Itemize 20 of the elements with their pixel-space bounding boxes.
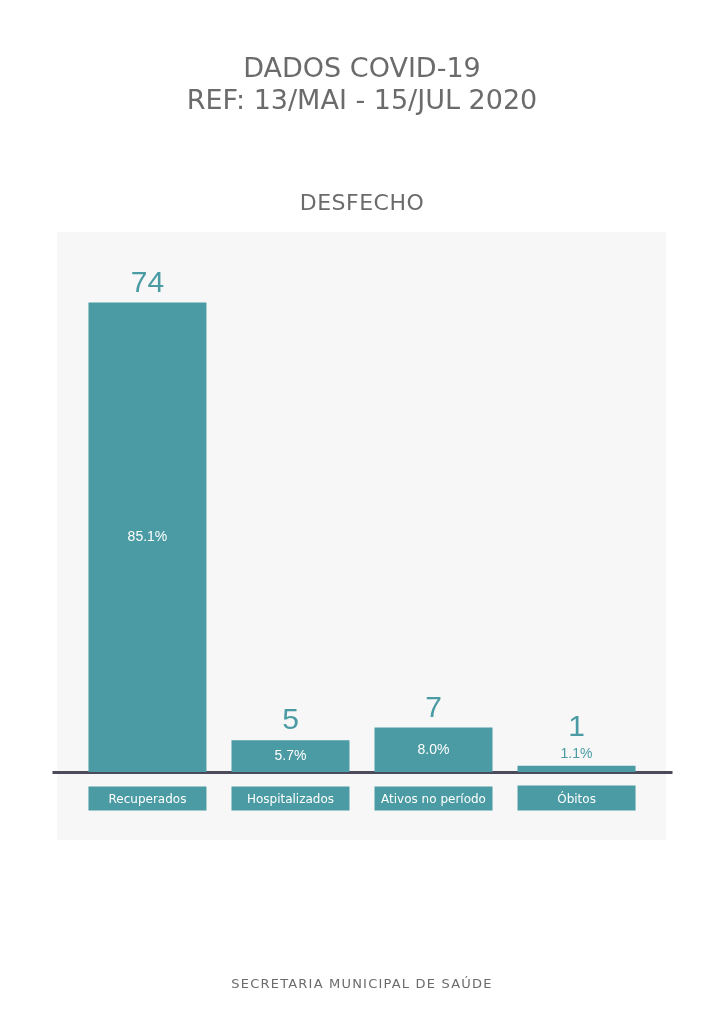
annotation: 1.1% bbox=[560, 744, 593, 761]
x-tick-label: Recuperados bbox=[108, 791, 187, 806]
bar bbox=[231, 740, 350, 772]
data-label: 1 bbox=[568, 708, 585, 742]
bar bbox=[517, 765, 636, 772]
annotation: 8.0% bbox=[417, 740, 450, 757]
text: DESFECHO bbox=[298, 190, 426, 215]
x-tick-label: Óbitos bbox=[557, 790, 596, 806]
x-tick-label: Ativos no período bbox=[381, 791, 486, 806]
data-label: 5 bbox=[282, 702, 299, 736]
annotation: 5.7% bbox=[274, 747, 307, 764]
bar bbox=[88, 302, 207, 772]
text: SECRETARIA MUNICIPAL DE SAÚDE bbox=[230, 976, 494, 991]
annotation: 85.1% bbox=[127, 528, 168, 545]
chart-title: DADOS COVID-19 bbox=[243, 52, 481, 83]
bar bbox=[374, 727, 493, 772]
data-label: 7 bbox=[425, 689, 442, 723]
x-tick-label: Hospitalizados bbox=[246, 791, 335, 806]
data-label: 74 bbox=[130, 264, 165, 298]
chart-subtitle: REF: 13/MAI - 15/JUL 2020 bbox=[186, 84, 538, 115]
